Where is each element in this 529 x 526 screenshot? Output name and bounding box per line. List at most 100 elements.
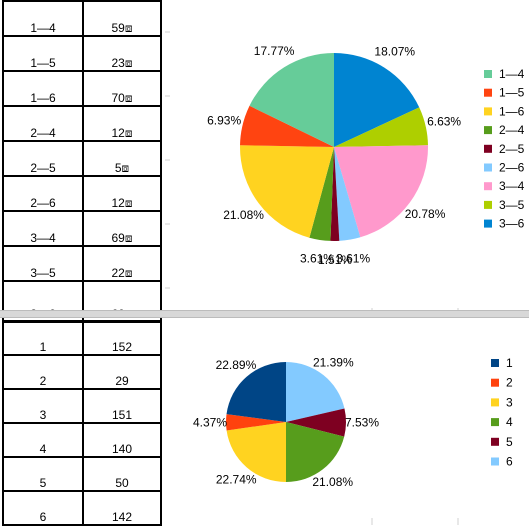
legend-swatch — [484, 126, 492, 135]
legend-swatch — [491, 457, 499, 466]
legend-swatch — [491, 359, 499, 367]
legend-swatch — [491, 418, 499, 427]
legend-label: 1—4 — [499, 67, 525, 81]
pie-slice[interactable] — [330, 147, 340, 241]
legend-label: 3—5 — [499, 198, 525, 212]
slice-percent-label: 21.08% — [223, 208, 264, 222]
slice-percent-label: 20.78% — [405, 207, 446, 221]
slice-percent-label: 6.63% — [427, 115, 461, 129]
table-row: 2—5 5⧈ — [2, 140, 162, 177]
pie-slice[interactable] — [249, 53, 334, 147]
row-label-cell[interactable]: 1—5 — [2, 35, 84, 72]
table-row: 5 50 — [2, 456, 162, 492]
row-value-cell[interactable]: 152 — [82, 320, 162, 356]
slice-percent-label: 3.61% — [300, 252, 334, 266]
row-label-cell[interactable]: 1 — [2, 320, 84, 356]
row-value-cell[interactable]: 23⧈ — [82, 35, 162, 72]
row-label-cell[interactable]: 4 — [2, 422, 84, 458]
pie-slice[interactable] — [309, 147, 334, 241]
pie-slice[interactable] — [334, 145, 428, 238]
single-count-table: 1 152 2 29 3 151 4 140 5 50 6 142 — [2, 320, 162, 526]
legend-swatch — [484, 70, 492, 78]
legend-swatch — [491, 378, 499, 387]
table-row: 1—4 59⧈ — [2, 0, 162, 37]
legend-label: 6 — [506, 455, 513, 469]
pie-slice[interactable] — [240, 105, 334, 147]
row-value-cell[interactable]: 12⧈ — [82, 105, 162, 142]
single-pie-chart[interactable]: 21.39% 7.53% 21.08% 22.74% 4.37% 22.89% 1 2 3 4 5 6 — [170, 325, 529, 520]
row-value-cell[interactable]: 140 — [82, 422, 162, 458]
table-row: 1—6 70⧈ — [2, 70, 162, 107]
legend-swatch — [484, 107, 492, 116]
pie-slice[interactable] — [226, 362, 286, 422]
pie-slice[interactable] — [334, 147, 361, 241]
legend-swatch — [484, 219, 492, 228]
legend-label: 3—6 — [499, 217, 525, 231]
row-value-cell[interactable]: 69⧈ — [82, 210, 162, 247]
pie-slice[interactable] — [286, 362, 345, 422]
row-value-cell[interactable]: 70⧈ — [82, 70, 162, 107]
row-label-cell[interactable]: 2—4 — [2, 105, 84, 142]
pie-slice[interactable] — [334, 53, 420, 147]
row-label-cell[interactable]: 2—5 — [2, 140, 84, 177]
row-value-cell[interactable]: 5⧈ — [82, 140, 162, 177]
pie-slice[interactable] — [226, 422, 286, 482]
row-value-cell[interactable]: 50 — [82, 456, 162, 492]
row-value-cell[interactable]: 151 — [82, 388, 162, 424]
slice-percent-label: 6.93% — [207, 114, 241, 128]
slice-percent-label: 18.07% — [374, 45, 415, 59]
row-value-cell[interactable]: 12⧈ — [82, 175, 162, 212]
legend-label: 2 — [506, 376, 513, 390]
pair-pie-chart[interactable]: 18.07% 6.63% 20.78% 3.61%1.51%3.61% 21.08% 6.… — [170, 0, 529, 305]
slice-percent-label: 21.08% — [312, 475, 353, 489]
row-label-cell[interactable]: 3 — [2, 388, 84, 424]
table-row: 3—5 22⧈ — [2, 245, 162, 282]
table-row: 6 142 — [2, 490, 162, 526]
slice-percent-label: 22.74% — [216, 472, 257, 486]
table-row: 1—5 23⧈ — [2, 35, 162, 72]
pair-count-table: 1—4 59⧈ 1—5 23⧈ 1—6 70⧈ 2—4 12⧈ 2—5 5⧈ 2—6 12⧈ 3—4 69… — [2, 0, 162, 323]
legend-label: 2—4 — [499, 123, 525, 137]
row-label-cell[interactable]: 6 — [2, 490, 84, 526]
pie-slice[interactable] — [286, 422, 345, 482]
table-row: 2 29 — [2, 354, 162, 390]
row-value-cell[interactable]: 22⧈ — [82, 245, 162, 282]
legend-swatch — [484, 163, 492, 172]
table-row: 1 152 — [2, 320, 162, 356]
pie-slice[interactable] — [240, 145, 334, 238]
legend-swatch — [484, 182, 492, 191]
table-row: 3—4 69⧈ — [2, 210, 162, 247]
slice-percent-label: 21.39% — [313, 356, 354, 370]
legend-label: 1 — [506, 356, 513, 370]
slice-percent-label: 22.89% — [216, 358, 257, 372]
pie-slice[interactable] — [334, 107, 428, 147]
row-label-cell[interactable]: 1—6 — [2, 70, 84, 107]
legend-label: 4 — [506, 415, 513, 429]
row-value-cell[interactable]: 142 — [82, 490, 162, 526]
pie-slice[interactable] — [226, 414, 286, 431]
legend-swatch — [491, 398, 499, 407]
legend-label: 3 — [506, 395, 513, 409]
slice-percent-label: 4.37% — [193, 415, 227, 429]
row-label-cell[interactable]: 3—5 — [2, 245, 84, 282]
table-row: 4 140 — [2, 422, 162, 458]
row-label-cell[interactable]: 5 — [2, 456, 84, 492]
slice-percent-label: 17.77% — [254, 44, 295, 58]
slice-percent-label: 3.61% — [336, 251, 370, 265]
row-value-cell[interactable]: 29 — [82, 354, 162, 390]
row-value-cell[interactable]: 59⧈ — [82, 0, 162, 37]
legend-label: 5 — [506, 435, 513, 449]
slice-percent-label: 1.51% — [318, 253, 352, 267]
legend-label: 1—6 — [499, 104, 525, 118]
table-row: 3 151 — [2, 388, 162, 424]
table-row: 2—6 12⧈ — [2, 175, 162, 212]
legend-swatch — [491, 437, 499, 446]
row-label-cell[interactable]: 1—4 — [2, 0, 84, 37]
slice-percent-label: 7.53% — [345, 416, 379, 430]
row-label-cell[interactable]: 2—6 — [2, 175, 84, 212]
pie-slice[interactable] — [286, 408, 346, 437]
pane-divider[interactable] — [0, 310, 529, 318]
legend-swatch — [484, 88, 492, 97]
row-label-cell[interactable]: 2 — [2, 354, 84, 390]
row-label-cell[interactable]: 3—4 — [2, 210, 84, 247]
